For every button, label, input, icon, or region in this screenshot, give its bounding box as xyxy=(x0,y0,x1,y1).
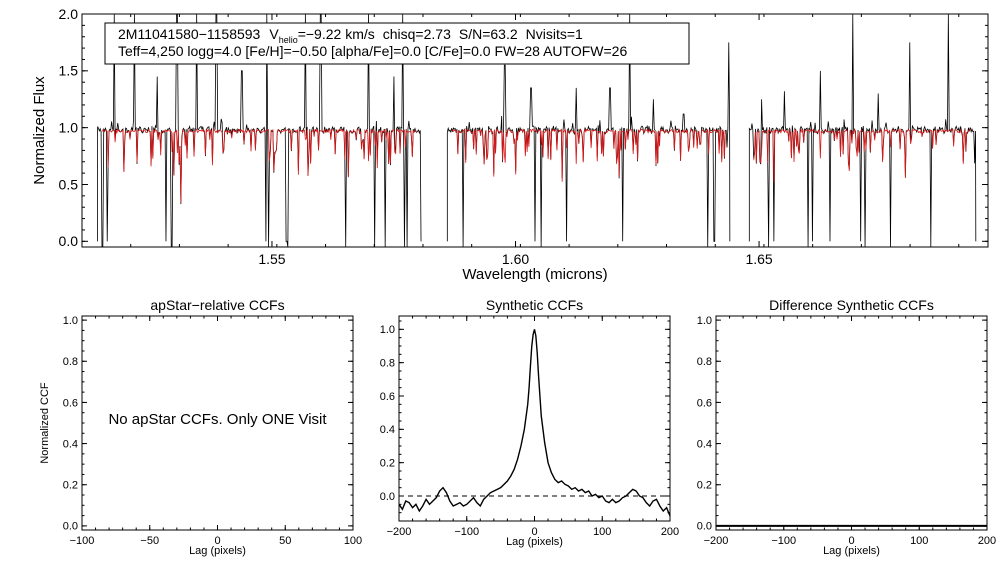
vhelio-value: =−9.22 km/s xyxy=(298,26,375,42)
y-tick-label: 0.6 xyxy=(63,397,78,409)
plot-frame xyxy=(715,315,988,531)
x-tick-label: 100 xyxy=(344,535,362,547)
y-tick-label: 0.2 xyxy=(380,458,395,470)
nvisits-value: Nvisits=1 xyxy=(526,26,583,42)
panel-title: apStar−relative CCFs xyxy=(150,297,284,313)
apstar-ccf-panel: −100 −50 0 50 100 0.0 0.2 0.4 0.6 0.8 1.0 apStar−re… xyxy=(39,297,362,557)
panel-title: Synthetic CCFs xyxy=(486,297,583,313)
vhelio-subscript: helio xyxy=(279,35,298,45)
x-tick-label: −50 xyxy=(140,535,159,547)
x-tick-label: −100 xyxy=(454,526,479,538)
x-tick-label: −200 xyxy=(387,526,412,538)
y-axis-label: Normalized Flux xyxy=(31,76,48,185)
x-tick-label: 0 xyxy=(214,535,220,547)
star-info-box: 2M11041580−1158593 Vhelio=−9.22 km/s chisq… xyxy=(104,22,690,65)
model-spectrum-line xyxy=(451,128,726,182)
y-axis-label: Normalized CCF xyxy=(39,382,51,464)
y-tick-label: 0.2 xyxy=(697,480,712,492)
x-tick-label: 1.65 xyxy=(745,251,772,267)
y-tick-label: 0.2 xyxy=(63,480,78,492)
model-spectrum-line xyxy=(101,128,418,203)
y-tick-label: 0.8 xyxy=(63,356,78,368)
y-tick-label: 0.0 xyxy=(59,233,79,249)
y-tick-label: 0.8 xyxy=(697,356,712,368)
x-tick-label: 200 xyxy=(978,535,996,547)
panel-title: Difference Synthetic CCFs xyxy=(769,297,934,313)
star-summary-line: 2M11041580−1158593 Vhelio=−9.22 km/s chisq… xyxy=(118,26,583,45)
chisq-value: chisq=2.73 xyxy=(383,26,451,42)
y-tick-label: 0.0 xyxy=(380,491,395,503)
synthetic-ccf-line xyxy=(398,329,671,517)
x-axis-label: Lag (pixels) xyxy=(189,545,246,557)
y-tick-label: 1.0 xyxy=(380,324,395,336)
y-tick-label: 0.4 xyxy=(697,438,712,450)
x-tick-label: −200 xyxy=(704,535,729,547)
y-tick-label: 1.0 xyxy=(63,315,78,327)
y-tick-label: 0.8 xyxy=(380,358,395,370)
y-tick-label: 2.0 xyxy=(59,6,79,22)
no-ccf-annotation: No apStar CCFs. Only ONE Visit xyxy=(108,411,327,428)
x-tick-label: 100 xyxy=(593,526,611,538)
x-tick-label: 1.60 xyxy=(502,251,529,267)
spectrum-panel: 1.55 1.60 1.65 0.0 0.5 1.0 1.5 2.0 Wavelength (m… xyxy=(31,6,989,283)
y-tick-label: 0.6 xyxy=(697,397,712,409)
plot-frame xyxy=(81,13,989,248)
snr-value: S/N=63.2 xyxy=(459,26,518,42)
difference-ccf-panel: −200 −100 0 100 200 0.0 0.2 0.4 0.6 0.8 1.0 Differe… xyxy=(697,297,996,557)
x-axis-label: Wavelength (microns) xyxy=(462,266,607,283)
y-tick-label: 0.4 xyxy=(63,438,78,450)
synthetic-ccf-panel: −200 −100 0 100 200 0.0 0.2 0.4 0.6 0.8 1.0 Synthet… xyxy=(380,297,679,548)
model-spectrum-line xyxy=(753,128,972,183)
x-axis-label: Lag (pixels) xyxy=(823,545,880,557)
y-tick-label: 0.6 xyxy=(380,391,395,403)
x-tick-label: 0 xyxy=(531,526,537,538)
y-tick-label: 1.0 xyxy=(697,315,712,327)
star-id: 2M11041580−1158593 xyxy=(118,26,261,42)
y-tick-label: 0.4 xyxy=(380,424,395,436)
y-tick-label: 1.0 xyxy=(59,120,79,136)
x-axis-label: Lag (pixels) xyxy=(506,536,563,548)
x-tick-label: 50 xyxy=(279,535,291,547)
x-tick-label: 1.55 xyxy=(258,251,285,267)
stellar-parameters-line: Teff=4,250 logg=4.0 [Fe/H]=−0.50 [alpha/… xyxy=(118,43,627,59)
x-tick-label: 200 xyxy=(661,526,679,538)
x-tick-label: 100 xyxy=(910,535,928,547)
y-tick-label: 1.5 xyxy=(59,63,79,79)
x-tick-label: −100 xyxy=(771,535,796,547)
y-tick-label: 0.5 xyxy=(59,176,79,192)
x-tick-label: 0 xyxy=(848,535,854,547)
x-tick-label: −100 xyxy=(70,535,95,547)
vhelio-label: V xyxy=(269,26,279,42)
y-tick-label: 0.0 xyxy=(697,521,712,533)
y-tick-label: 0.0 xyxy=(63,521,78,533)
